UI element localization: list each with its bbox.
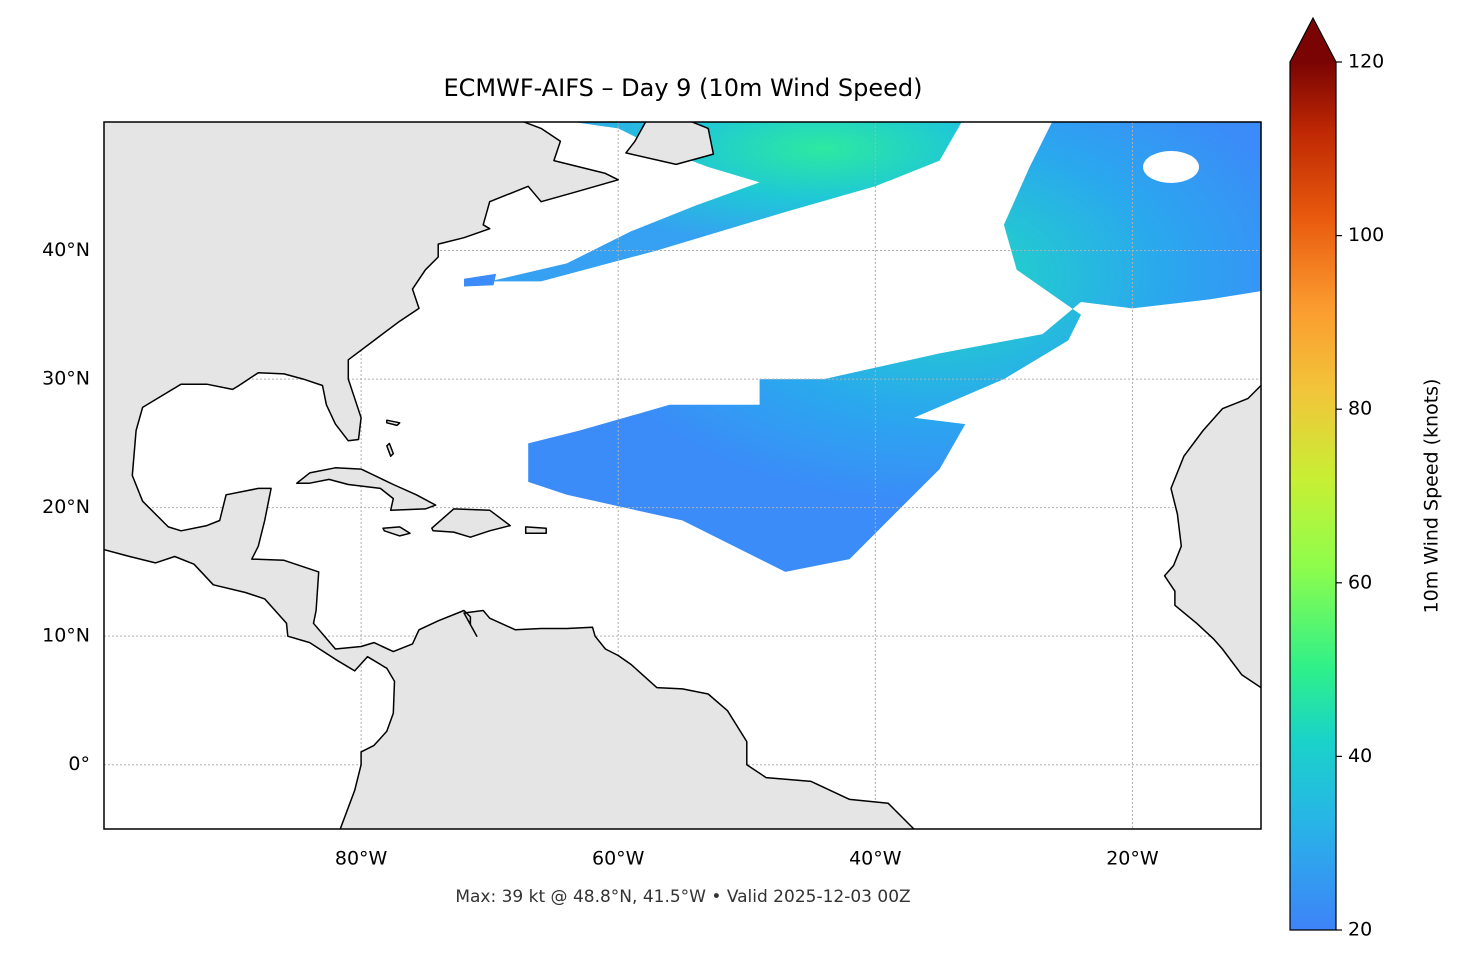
x-tick-label: 40°W — [849, 848, 902, 870]
colorbar-tick-label: 80 — [1348, 398, 1372, 420]
land — [625, 122, 715, 166]
wind-field — [489, 122, 962, 282]
land — [296, 467, 437, 511]
colorbar-label: 10m Wind Speed (knots) — [1421, 379, 1443, 614]
colorbar-tick-label: 60 — [1348, 571, 1372, 593]
land — [382, 526, 411, 537]
colorbar-tick-label: 40 — [1348, 745, 1372, 767]
wind-field — [464, 273, 497, 287]
y-tick-label: 20°N — [42, 496, 90, 518]
colorbar-extend — [1290, 18, 1336, 62]
y-tick-label: 0° — [68, 753, 90, 775]
land — [524, 526, 547, 535]
x-tick-label: 80°W — [335, 848, 388, 870]
y-tick-label: 10°N — [42, 625, 90, 647]
colorbar-ramp — [1290, 62, 1336, 930]
colorbar-frame — [1289, 16, 1337, 931]
x-tick-label: 20°W — [1106, 848, 1159, 870]
map-frame — [103, 121, 1262, 830]
land — [431, 508, 511, 538]
footer-note: Max: 39 kt @ 48.8°N, 41.5°W • Valid 2025… — [455, 887, 910, 907]
colorbar-tick-label: 120 — [1348, 51, 1384, 73]
y-tick-label: 30°N — [42, 368, 90, 390]
land — [386, 442, 395, 457]
land — [104, 122, 916, 829]
wind-field — [528, 122, 1261, 572]
chart-title: ECMWF-AIFS – Day 9 (10m Wind Speed) — [443, 74, 922, 102]
colorbar-tick-label: 20 — [1348, 919, 1372, 941]
wind-field-hole — [1143, 150, 1200, 183]
x-tick-label: 60°W — [592, 848, 645, 870]
land — [1163, 384, 1261, 689]
map-area — [104, 122, 1261, 829]
colorbar-tick-label: 100 — [1348, 224, 1384, 246]
colorbar: 20 40 60 80 100 120 — [1289, 16, 1384, 941]
land — [386, 419, 401, 427]
y-tick-label: 40°N — [42, 239, 90, 261]
